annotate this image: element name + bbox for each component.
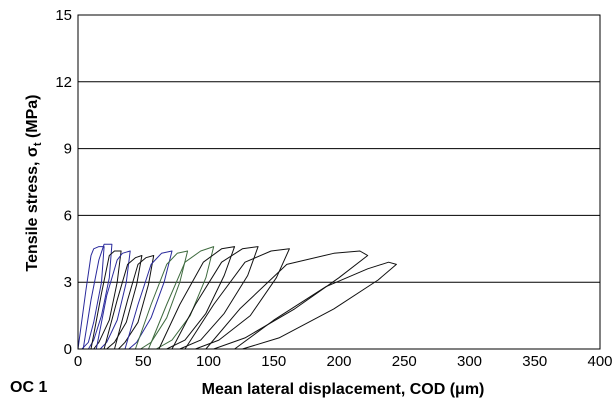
loop-6	[114, 255, 155, 350]
y-tick-label: 3	[64, 274, 72, 291]
y-axis-title-subscript: t	[32, 142, 44, 146]
y-axis-title-main: Tensile stress, σ	[24, 146, 41, 271]
x-tick-label: 200	[326, 353, 351, 370]
loop-12	[184, 248, 290, 350]
loop-9	[148, 246, 215, 350]
loop-2	[82, 243, 113, 350]
y-tick-label: 6	[64, 207, 72, 224]
x-tick-label: 350	[522, 353, 547, 370]
y-tick-label: 15	[55, 7, 72, 24]
loop-14	[234, 261, 397, 350]
hysteresis-loops	[77, 243, 397, 350]
y-tick-labels: 0 3 6 9 12 15	[55, 7, 72, 358]
x-tick-label: 250	[392, 353, 417, 370]
plot-frame	[77, 14, 601, 350]
x-axis-title: Mean lateral displacement, COD (μm)	[202, 381, 485, 398]
y-tick-label: 12	[55, 74, 72, 91]
loop-3	[90, 250, 122, 350]
x-tick-label: 0	[74, 353, 82, 370]
y-axis-title: Tensile stress, σt (MPa)	[24, 94, 44, 271]
x-tick-label: 150	[261, 353, 286, 370]
loop-4	[95, 250, 131, 350]
x-tick-label: 400	[587, 353, 612, 370]
panel-label: OC 1	[10, 379, 47, 396]
x-tick-labels: 0 50 100 150 200 250 300 350 400	[74, 353, 613, 370]
y-axis-title-tail: (MPa)	[24, 94, 41, 142]
y-tick-label: 9	[64, 141, 72, 158]
loop-7	[124, 250, 173, 350]
loop-11	[171, 246, 259, 350]
x-tick-label: 100	[196, 353, 221, 370]
loop-8	[134, 250, 189, 350]
loop-1	[77, 246, 105, 350]
loop-10	[158, 246, 236, 350]
x-tick-label: 300	[457, 353, 482, 370]
gridlines	[78, 81, 600, 283]
y-tick-label: 0	[64, 341, 72, 358]
x-tick-label: 50	[135, 353, 152, 370]
